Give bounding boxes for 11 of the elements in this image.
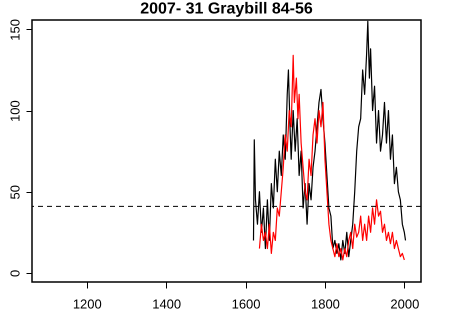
y-tick-label: 0 xyxy=(8,270,22,278)
x-tick-label: 1200 xyxy=(72,296,102,312)
x-tick-label: 1400 xyxy=(152,296,182,312)
x-tick-label: 1800 xyxy=(310,296,340,312)
y-tick-label: 100 xyxy=(8,100,22,122)
y-tick-label: 150 xyxy=(8,19,22,41)
line-series xyxy=(258,54,405,261)
x-tick-label: 2000 xyxy=(390,296,420,312)
y-tick-label: 50 xyxy=(8,185,22,200)
chart-title: 2007- 31 Graybill 84-56 xyxy=(140,0,313,18)
x-tick-label: 1600 xyxy=(232,296,261,312)
